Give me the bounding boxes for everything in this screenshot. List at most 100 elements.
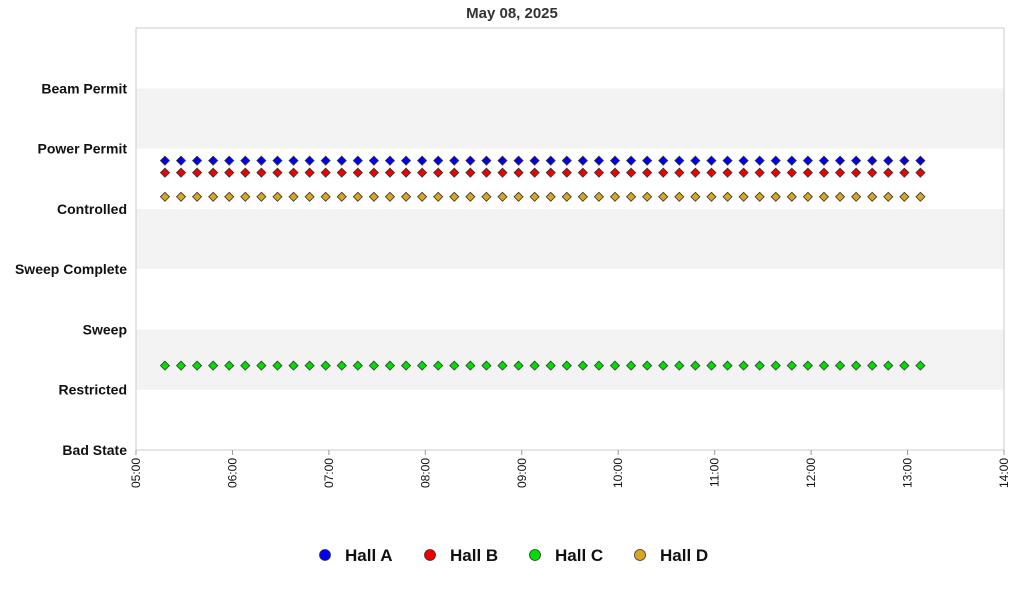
data-point [159,191,170,202]
plot-band [136,329,1004,390]
data-point [465,191,476,202]
data-point [352,155,363,166]
y-tick-label: Beam Permit [41,80,127,96]
data-point [770,167,781,178]
data-point [658,155,669,166]
data-point [642,360,653,371]
plot-band [136,148,1004,209]
plot-band [136,88,1004,149]
data-point [674,155,685,166]
data-point [465,167,476,178]
data-point [497,155,508,166]
data-point [899,360,910,371]
y-tick-label: Sweep [83,321,127,337]
data-point [449,191,460,202]
data-point [674,191,685,202]
data-point [336,191,347,202]
data-point [256,155,267,166]
data-point [706,155,717,166]
data-point [883,167,894,178]
data-point [497,191,508,202]
data-point [449,155,460,166]
data-point [770,191,781,202]
chart-title: May 08, 2025 [466,5,558,22]
data-point [754,360,765,371]
data-point [320,191,331,202]
data-point [915,360,926,371]
x-tick-label: 13:00 [901,458,915,488]
data-point [818,191,830,202]
data-point [529,167,540,178]
data-point [320,360,331,371]
data-point [304,167,315,178]
data-point [609,155,621,166]
data-point [658,167,669,178]
data-point [883,191,894,202]
data-point [368,191,379,202]
data-point [224,360,235,371]
data-point [481,155,492,166]
data-point [802,155,813,166]
data-point [626,167,637,178]
data-point [224,191,235,202]
data-point [159,360,170,371]
x-tick-label: 11:00 [708,458,722,487]
data-point [368,155,379,166]
data-point [738,360,749,371]
data-point [417,155,428,166]
data-point [497,167,508,178]
data-point [368,167,379,178]
data-point [545,167,556,178]
data-point [175,191,187,202]
data-point [256,360,267,371]
x-tick-label: 10:00 [611,458,625,488]
data-point [272,167,283,178]
x-tick-label: 12:00 [804,458,818,488]
data-point [706,167,717,178]
data-point [802,167,813,178]
data-point [384,167,396,178]
data-point [851,167,862,178]
data-point [384,360,396,371]
data-point [593,360,604,371]
data-point [770,360,781,371]
data-point [722,167,733,178]
data-point [706,360,717,371]
data-point [593,167,604,178]
data-point [883,155,894,166]
data-point [529,360,540,371]
data-point [577,167,588,178]
plot-border [135,27,1005,451]
data-point [384,191,396,202]
data-point [561,360,572,371]
data-point [433,155,444,166]
data-point [786,167,797,178]
data-point [208,360,219,371]
data-point [834,191,846,202]
data-point [481,360,492,371]
data-point [272,191,283,202]
data-point [915,155,926,166]
data-point [513,191,524,202]
data-point [320,167,331,178]
data-point [433,191,444,202]
data-point [915,167,926,178]
data-point [658,191,669,202]
data-point [899,191,910,202]
data-point [513,360,524,371]
data-point [529,191,540,202]
data-point [481,191,492,202]
data-points [159,155,926,371]
data-point [175,155,187,166]
data-point [545,155,556,166]
data-point [690,155,701,166]
data-point [593,155,604,166]
data-point [786,360,797,371]
legend-marker [634,549,646,561]
data-point [465,155,476,166]
data-point [513,155,524,166]
data-point [867,191,878,202]
data-point [545,191,556,202]
data-point [224,167,235,178]
data-point [304,155,315,166]
